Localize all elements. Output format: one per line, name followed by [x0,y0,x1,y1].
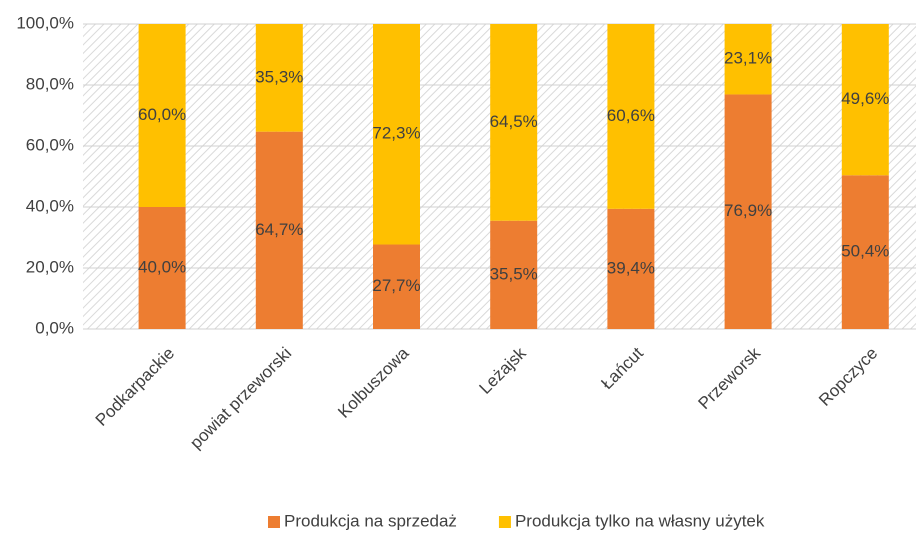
data-label: 60,6% [607,106,655,125]
x-tick-label: Przeworsk [695,343,765,413]
data-label: 35,3% [255,67,303,86]
bar-segment [841,24,889,176]
bar-segment [373,24,420,245]
data-label: 64,7% [255,220,303,239]
legend-swatch [268,516,280,528]
data-label: 39,4% [607,258,655,277]
x-tick-label: Podkarpackie [92,344,178,430]
y-tick-label: 80,0% [26,74,74,93]
data-label: 72,3% [372,124,420,143]
bar-segment [724,94,772,329]
bar-segment [255,131,303,329]
bar-segment [490,220,538,329]
bar-segment [607,24,655,209]
data-label: 60,0% [138,105,186,124]
data-label: 40,0% [138,257,186,276]
x-tick-label: Leżajsk [476,343,531,398]
bar-segment [841,175,889,329]
x-tick-label: Łańcut [597,343,647,393]
y-tick-label: 60,0% [26,135,74,154]
bar-segment [607,208,655,329]
x-tick-label: powiat przeworski [186,344,295,453]
y-tick-label: 100,0% [16,13,74,32]
bar-segment [490,24,538,221]
data-label: 49,6% [841,89,889,108]
data-label: 64,5% [490,112,538,131]
legend-swatch [498,516,511,528]
data-label: 35,5% [490,264,538,283]
legend-label: Produkcja na sprzedaż [284,511,457,530]
data-label: 23,1% [724,49,772,68]
legend-label: Produkcja tylko na własny użytek [515,511,765,530]
y-tick-label: 0,0% [35,318,74,337]
bar-segment [255,24,303,132]
data-label: 76,9% [724,201,772,220]
x-tick-label: Kolbuszowa [334,343,413,422]
y-tick-label: 20,0% [26,257,74,276]
bar-segment [373,244,420,329]
x-tick-label: Ropczyce [815,344,881,410]
y-tick-label: 40,0% [26,196,74,215]
bar-segment [138,24,186,207]
data-label: 27,7% [372,276,420,295]
bar-segment [724,24,772,95]
bar-segment [138,207,186,329]
data-label: 50,4% [841,242,889,261]
